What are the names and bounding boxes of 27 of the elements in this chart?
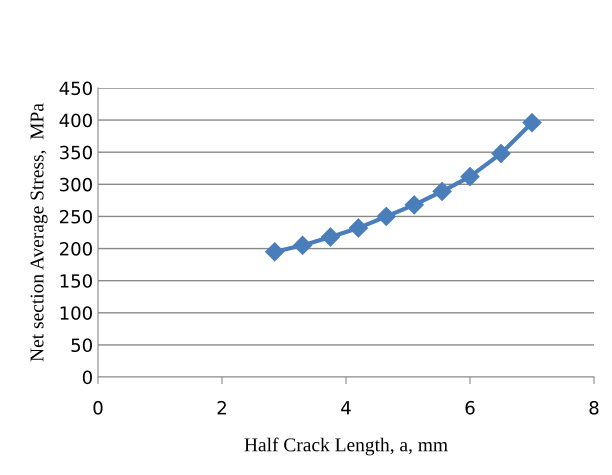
- y-tick-label: 250: [60, 210, 92, 224]
- point: [522, 113, 542, 132]
- x-tick-label: 8: [589, 400, 599, 415]
- y-tick-label: 300: [60, 178, 92, 192]
- point: [376, 206, 396, 226]
- y-tick-label: 450: [60, 81, 92, 96]
- x-tick-label: 2: [218, 400, 226, 414]
- x-tick-label: 4: [341, 401, 351, 414]
- y-tick-label: 150: [60, 274, 92, 288]
- point: [293, 236, 312, 255]
- x-tick-label: 6: [466, 400, 475, 415]
- y-tick-label: 50: [72, 338, 92, 352]
- point: [460, 167, 480, 186]
- point: [348, 218, 368, 238]
- point: [432, 182, 452, 201]
- y-tick-label: 0: [82, 370, 92, 384]
- y-tick-label: 200: [60, 242, 92, 256]
- x-axis-title: Half Crack Length, a, mm: [244, 438, 448, 456]
- x-tick-label: 0: [93, 400, 103, 415]
- y-tick-label: 350: [60, 146, 92, 160]
- point: [491, 144, 511, 164]
- point: [265, 242, 284, 262]
- y-axis-title: Net section Average Stress, MPa: [30, 103, 48, 362]
- point: [320, 227, 340, 247]
- y-tick-label: 100: [60, 306, 92, 320]
- point: [404, 195, 424, 214]
- y-tick-label: 400: [60, 114, 92, 128]
